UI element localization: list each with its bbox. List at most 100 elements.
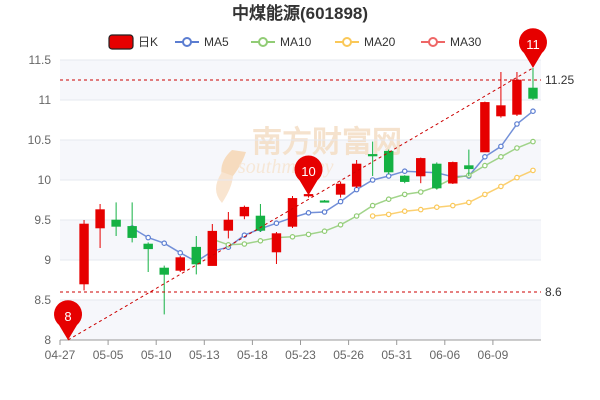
candle — [79, 220, 89, 291]
candle — [223, 212, 234, 239]
ma10-point — [385, 196, 392, 203]
chart-title: 中煤能源(601898) — [232, 3, 368, 23]
ma5-point — [337, 198, 344, 205]
ma10-point — [498, 154, 504, 160]
candle-body — [432, 163, 442, 189]
ma5-point — [514, 121, 520, 127]
x-tick-label: 06-06 — [429, 348, 460, 362]
candle — [432, 162, 442, 190]
ma10-point — [241, 241, 248, 247]
candlesticks — [63, 68, 538, 336]
candle — [207, 224, 218, 266]
ma5-point — [145, 234, 151, 241]
candle — [351, 160, 362, 188]
candle — [191, 236, 201, 275]
ma20-point — [514, 174, 520, 181]
ma20-point — [530, 167, 536, 174]
candle-body — [400, 175, 410, 182]
candle-body — [255, 215, 266, 231]
candle-body — [351, 163, 362, 187]
candle-body — [319, 200, 330, 203]
candle — [416, 157, 426, 184]
legend-dot-icon — [428, 37, 438, 47]
candle-body — [175, 257, 185, 271]
ma20-point — [433, 204, 440, 211]
candle — [400, 175, 410, 184]
ma5-point — [482, 154, 488, 160]
plot-band — [60, 220, 541, 260]
legend-dot-icon — [258, 37, 268, 47]
ma20-point — [417, 206, 424, 213]
x-tick-label: 05-18 — [237, 348, 268, 362]
legend-dot-icon — [342, 37, 352, 47]
reference-label: 8.6 — [545, 285, 562, 299]
marker-label: 10 — [301, 164, 315, 179]
ma10-point — [401, 191, 408, 198]
x-tick-label: 05-23 — [285, 348, 316, 362]
ma5-point — [161, 240, 168, 247]
candle — [383, 149, 394, 175]
y-tick-label: 11 — [39, 93, 52, 107]
marker-label: 11 — [526, 37, 540, 52]
candle-body — [143, 243, 153, 250]
candle-body — [207, 230, 218, 266]
candle-body — [464, 165, 474, 170]
x-tick-label: 05-13 — [189, 348, 220, 362]
y-tick-label: 10 — [38, 173, 52, 187]
candle — [111, 202, 121, 236]
plot-band — [60, 260, 541, 300]
candle-body — [239, 206, 250, 217]
legend-label: MA30 — [450, 35, 482, 49]
legend-label: MA5 — [204, 35, 229, 49]
candle — [480, 101, 490, 153]
ma20-point — [450, 202, 456, 209]
candle — [464, 149, 474, 176]
ma5-point — [305, 210, 312, 216]
ma5-point — [321, 209, 328, 215]
ma10-point — [337, 222, 344, 228]
reference-lines: 11.25 8.6 — [60, 67, 574, 341]
legend-label: MA10 — [280, 35, 312, 49]
x-tick-label: 05-31 — [381, 348, 412, 362]
ma5-point — [385, 173, 392, 179]
ma10-point — [321, 228, 328, 235]
candle-body — [480, 102, 490, 153]
legend-item-ma20: MA20 — [335, 35, 396, 49]
x-tick-label: 04-27 — [45, 348, 76, 362]
marker-pin-shape — [294, 155, 323, 196]
y-tick-label: 8 — [44, 333, 51, 347]
ma20-point — [385, 211, 392, 218]
candle-body — [416, 158, 426, 177]
ma10-point — [482, 162, 488, 169]
candle — [95, 204, 105, 248]
legend-item-ma30: MA30 — [421, 35, 482, 49]
y-tick-label: 9.5 — [34, 213, 51, 227]
candle — [528, 68, 538, 100]
ma5-point — [273, 220, 280, 227]
plot-band — [60, 100, 541, 140]
ma20-point — [466, 199, 472, 206]
y-tick-label: 11.5 — [29, 53, 52, 67]
y-tick-label: 8.5 — [34, 293, 51, 307]
candle-body — [271, 233, 282, 253]
x-tick-label: 05-26 — [333, 348, 364, 362]
ma5-point — [530, 108, 536, 115]
candle — [239, 205, 250, 220]
ma10-point — [417, 189, 424, 195]
candle-body — [287, 198, 298, 227]
candle — [143, 242, 153, 272]
ma10-point — [289, 234, 296, 240]
ma5-point — [401, 168, 408, 175]
plot-band — [60, 300, 541, 340]
candle — [448, 161, 458, 184]
candle — [127, 202, 137, 243]
ma10-point — [353, 213, 360, 219]
candle — [367, 141, 378, 176]
candle — [319, 200, 330, 203]
candle — [287, 196, 298, 228]
legend-item-ma10: MA10 — [251, 35, 312, 49]
y-tick-label: 9 — [44, 253, 51, 267]
candle — [271, 232, 282, 264]
candle-body — [95, 209, 105, 229]
candle — [159, 265, 169, 315]
